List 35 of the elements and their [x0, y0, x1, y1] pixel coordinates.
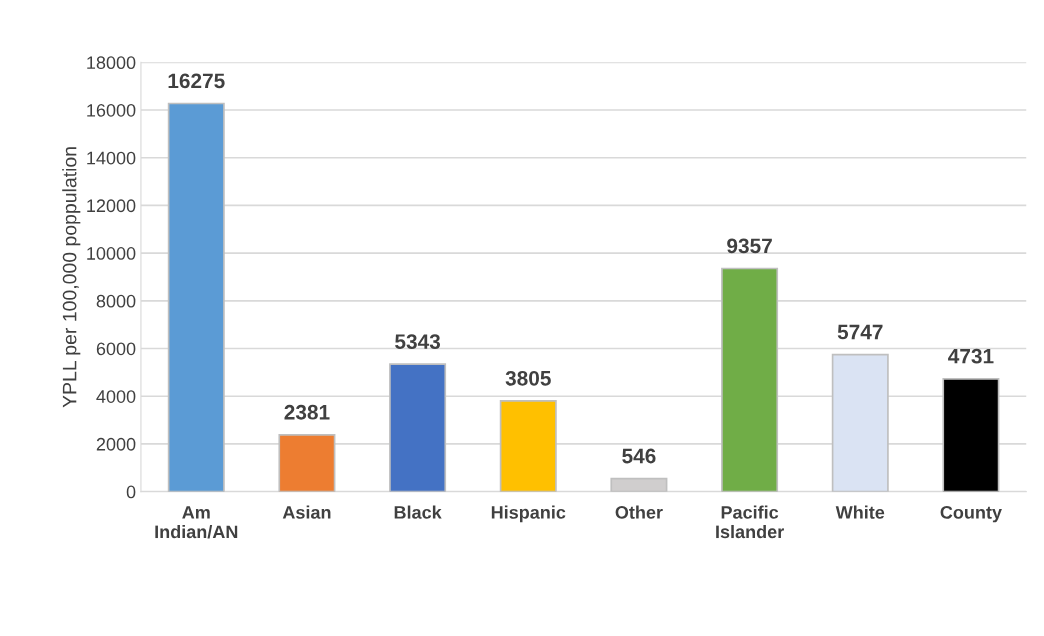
bar: [278, 434, 336, 492]
x-tick-label: County: [940, 505, 1002, 523]
bar: [942, 377, 1000, 492]
y-tick-label: 2000: [96, 437, 136, 451]
y-tick-label: 10000: [87, 247, 136, 260]
bar: [831, 353, 889, 492]
y-tick-label: 16000: [87, 103, 136, 117]
bar: [721, 267, 779, 492]
bar: [167, 102, 225, 492]
x-tick-label: Pacific Islander: [716, 505, 784, 539]
y-tick-label: 18000: [87, 56, 136, 70]
bar: [499, 400, 557, 492]
x-tick-label: Black: [394, 505, 442, 519]
data-label: 9357: [727, 238, 772, 254]
x-tick-label: Hispanic: [491, 505, 566, 523]
data-label: 3805: [505, 370, 551, 386]
y-tick-label: 0: [126, 485, 136, 499]
x-tick-label: Other: [615, 505, 663, 519]
data-label: 5747: [837, 324, 883, 340]
y-tick-label: 4000: [96, 390, 136, 403]
data-label: 4731: [948, 348, 994, 364]
y-tick-label: 6000: [96, 342, 136, 356]
y-tick-label: 14000: [87, 151, 136, 165]
data-label: 16275: [168, 73, 225, 89]
data-label: 2381: [284, 404, 330, 420]
data-label: 5343: [395, 334, 441, 349]
data-label: 546: [622, 448, 656, 464]
y-tick-label: 8000: [96, 294, 136, 308]
x-tick-label: Asian: [282, 505, 331, 519]
bar: [610, 477, 668, 492]
x-tick-label: White: [835, 505, 885, 519]
x-tick-label: Am Indian/AN: [155, 506, 238, 539]
y-tick-label: 12000: [87, 199, 136, 213]
y-axis-title: YPLL per 100,000 poppulation: [62, 147, 81, 408]
bar: [389, 363, 447, 492]
